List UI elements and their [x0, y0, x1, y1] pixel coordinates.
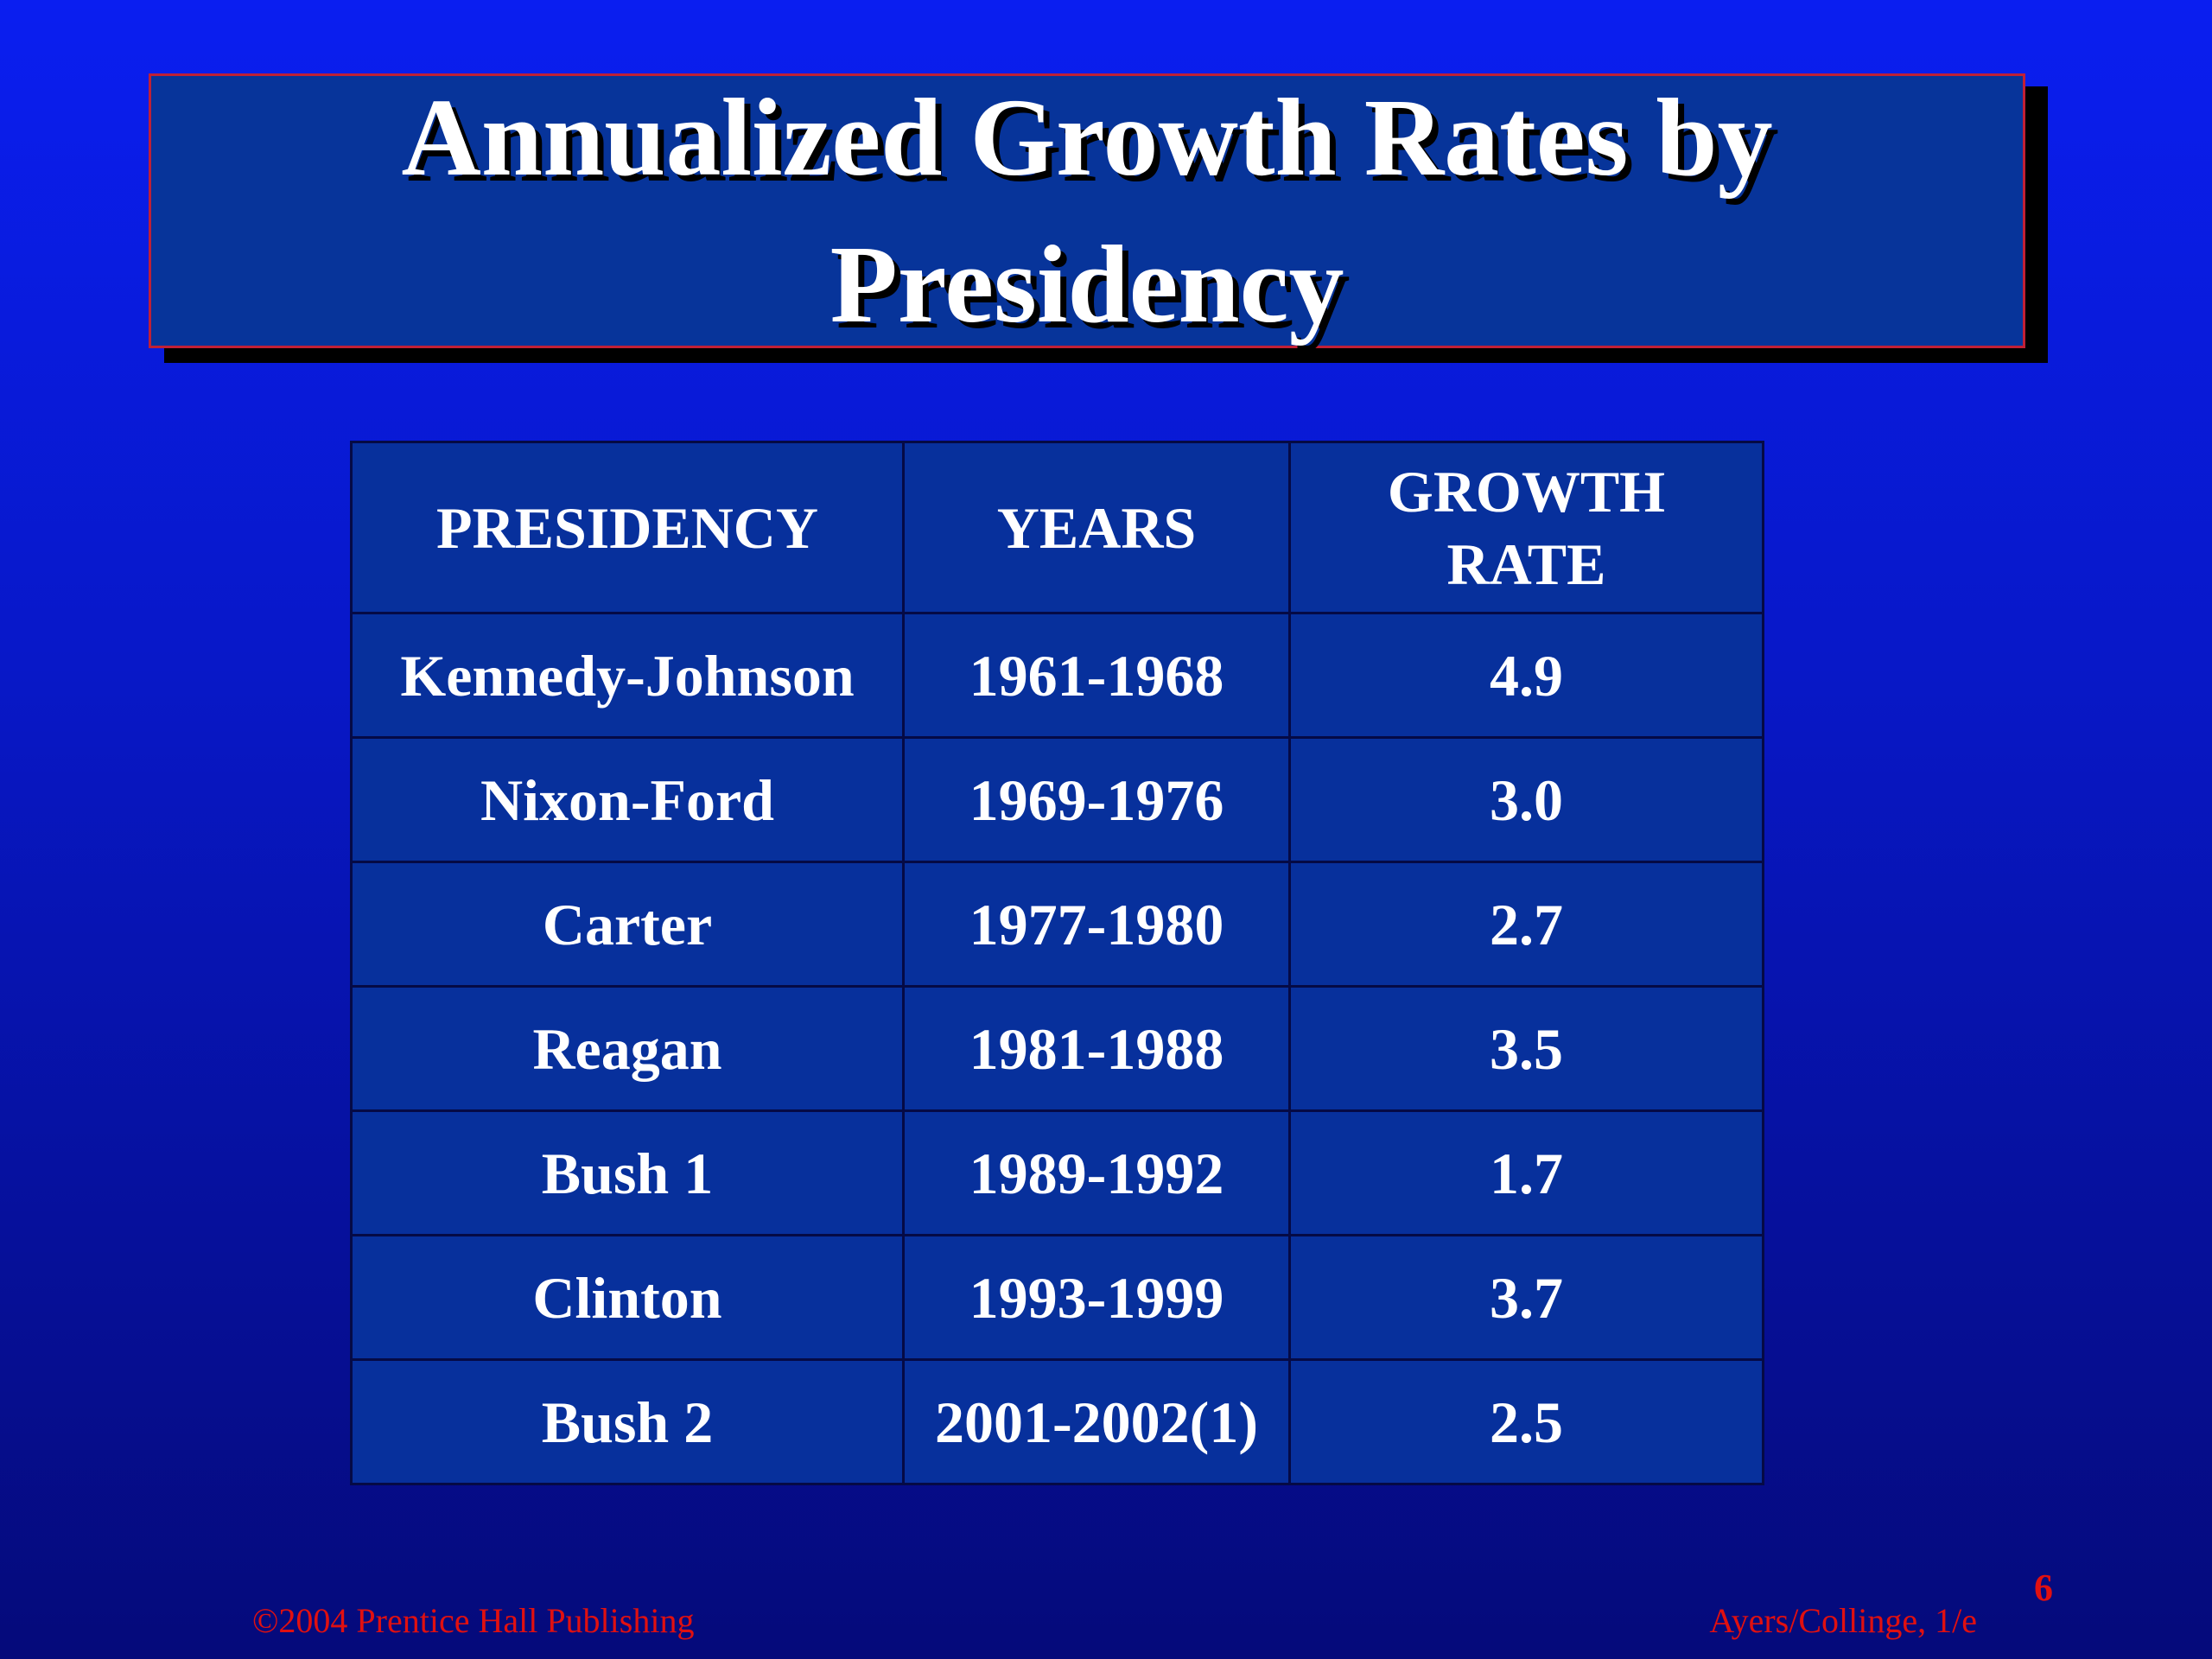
- cell-presidency: Bush 2: [350, 1358, 905, 1485]
- cell-growth-rate: 1.7: [1288, 1109, 1764, 1236]
- cell-presidency: Clinton: [350, 1234, 905, 1361]
- table-header-row: PRESIDENCY YEARS GROWTH RATE: [350, 441, 1764, 614]
- cell-growth-rate: 2.5: [1288, 1358, 1764, 1485]
- cell-years: 1961-1968: [902, 612, 1291, 739]
- header-years: YEARS: [902, 441, 1291, 614]
- footer-authors: Ayers/Collinge, 1/e: [1709, 1601, 1977, 1640]
- cell-presidency: Carter: [350, 861, 905, 988]
- cell-growth-rate: 3.0: [1288, 736, 1764, 863]
- growth-table-container: PRESIDENCY YEARS GROWTH RATE Kennedy-Joh…: [350, 441, 1764, 1485]
- cell-growth-rate: 3.7: [1288, 1234, 1764, 1361]
- cell-growth-rate: 3.5: [1288, 985, 1764, 1112]
- footer-copyright: ©2004 Prentice Hall Publishing: [252, 1601, 695, 1640]
- cell-presidency: Bush 1: [350, 1109, 905, 1236]
- table-row: Clinton 1993-1999 3.7: [350, 1234, 1764, 1361]
- table-row: Carter 1977-1980 2.7: [350, 861, 1764, 988]
- header-growth-rate: GROWTH RATE: [1288, 441, 1764, 614]
- cell-presidency: Reagan: [350, 985, 905, 1112]
- cell-growth-rate: 4.9: [1288, 612, 1764, 739]
- cell-presidency: Nixon-Ford: [350, 736, 905, 863]
- cell-years: 2001-2002(1): [902, 1358, 1291, 1485]
- growth-table: PRESIDENCY YEARS GROWTH RATE Kennedy-Joh…: [350, 441, 1764, 1485]
- table-row: Kennedy-Johnson 1961-1968 4.9: [350, 612, 1764, 739]
- cell-presidency: Kennedy-Johnson: [350, 612, 905, 739]
- table-row: Reagan 1981-1988 3.5: [350, 985, 1764, 1112]
- cell-years: 1993-1999: [902, 1234, 1291, 1361]
- cell-years: 1981-1988: [902, 985, 1291, 1112]
- cell-years: 1969-1976: [902, 736, 1291, 863]
- cell-years: 1989-1992: [902, 1109, 1291, 1236]
- table-row: Bush 2 2001-2002(1) 2.5: [350, 1358, 1764, 1485]
- table-row: Bush 1 1989-1992 1.7: [350, 1109, 1764, 1236]
- table-row: Nixon-Ford 1969-1976 3.0: [350, 736, 1764, 863]
- cell-years: 1977-1980: [902, 861, 1291, 988]
- title-box: Annualized Growth Rates by Presidency: [149, 73, 2025, 348]
- slide-title: Annualized Growth Rates by Presidency: [401, 76, 1773, 346]
- cell-growth-rate: 2.7: [1288, 861, 1764, 988]
- page-number: 6: [2034, 1567, 2053, 1609]
- header-presidency: PRESIDENCY: [350, 441, 905, 614]
